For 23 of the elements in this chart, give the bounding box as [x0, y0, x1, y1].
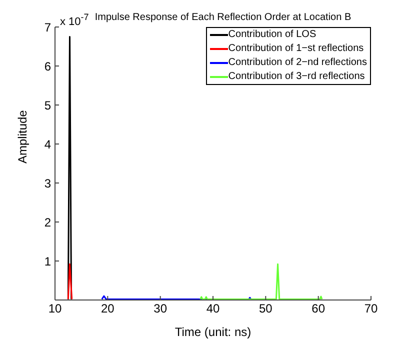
- y-tick-label: 6: [44, 59, 52, 74]
- x-tick-label: 70: [364, 302, 378, 316]
- chart-title: Impulse Response of Each Reflection Order at Location B: [94, 12, 352, 23]
- y-tick-label: 5: [44, 98, 52, 112]
- y-axis-title: Amplitude: [15, 110, 30, 164]
- legend-label: Contribution of 3−rd reflections: [228, 70, 365, 84]
- y-tick-label: 7: [44, 20, 52, 34]
- y-tick-label: 2: [44, 215, 52, 230]
- annotation: x 10$^{-7}$: [60, 12, 89, 28]
- y-tick-label: 3: [44, 176, 52, 190]
- x-tick-label: 60: [312, 302, 326, 316]
- legend-label: Contribution of 2−nd reflections: [228, 56, 367, 70]
- x-axis-title: Time (unit: ns): [174, 325, 252, 339]
- y-tick-label: 4: [44, 137, 52, 152]
- x-tick-label: 50: [258, 302, 273, 316]
- x-tick-label: 20: [100, 302, 115, 316]
- legend-label: Contribution of 1−st reflections: [228, 42, 364, 56]
- legend-label: Contribution of LOS: [228, 28, 316, 42]
- x-tick-label: 10: [48, 302, 62, 316]
- line-series: [200, 263, 323, 300]
- x-tick-label: 40: [206, 302, 220, 316]
- y-tick-label: 1: [44, 254, 52, 268]
- x-tick-label: 30: [154, 302, 168, 316]
